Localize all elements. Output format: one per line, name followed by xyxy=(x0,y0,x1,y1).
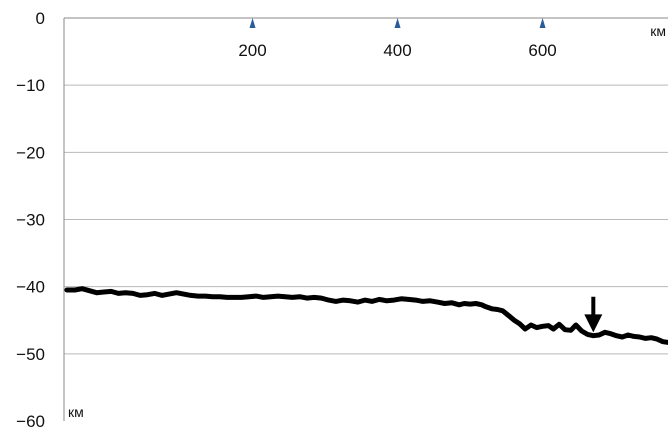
y-tick-label: −60 xyxy=(16,412,45,428)
y-tick-label: −10 xyxy=(16,76,45,95)
y-tick-label: −20 xyxy=(16,143,45,162)
x-axis-unit-label: км xyxy=(650,23,666,39)
distance-marker-triangle xyxy=(394,18,401,28)
distance-marker-triangle xyxy=(249,18,256,28)
distance-markers xyxy=(249,18,546,28)
grid-layer xyxy=(64,84,668,355)
series-line xyxy=(64,286,668,345)
distance-marker-triangle xyxy=(539,18,546,28)
y-axis-unit-label: км xyxy=(68,404,84,420)
y-tick-label: −50 xyxy=(16,345,45,364)
series-layer xyxy=(64,286,668,345)
y-tick-label: −40 xyxy=(16,278,45,297)
axis-layer xyxy=(63,17,668,421)
y-tick-label: 0 xyxy=(36,9,45,28)
arrow-head xyxy=(584,314,603,333)
x-marker-label: 600 xyxy=(528,41,556,60)
x-marker-label: 400 xyxy=(383,41,411,60)
y-tick-label: −30 xyxy=(16,211,45,230)
x-marker-label: 200 xyxy=(238,41,266,60)
tick-labels: 0 −10 −20 −30 −40 −50 −60 200 400 600 xyxy=(16,9,557,428)
annotation-layer xyxy=(584,296,603,333)
